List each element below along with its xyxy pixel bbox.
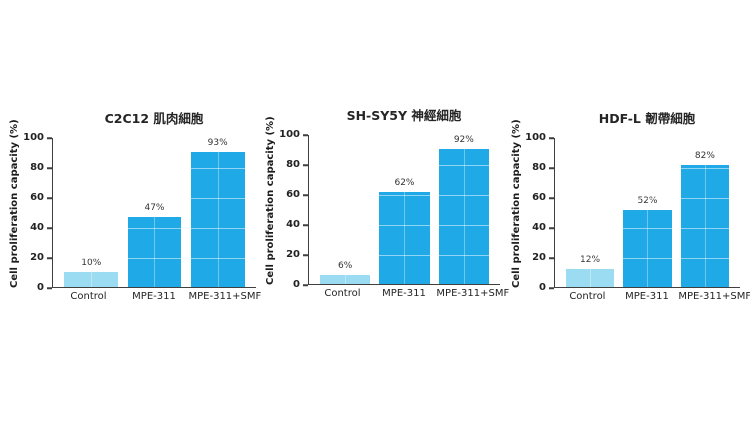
- plot-area: 10% 47% 93%: [52, 138, 256, 288]
- y-axis-label: Cell proliferation capacity (%): [9, 119, 20, 288]
- y-tick-label-20: 20: [30, 252, 44, 263]
- y-tick-label-0: 0: [293, 279, 300, 290]
- bar-group-control: 10%: [64, 138, 119, 287]
- y-tick-label-60: 60: [30, 192, 44, 203]
- y-tick-mark: [549, 137, 554, 139]
- y-tick-label-20: 20: [286, 249, 300, 260]
- x-tick-label-mpe311-smf: MPE-311+SMF: [188, 291, 262, 302]
- bar-control: [319, 275, 371, 284]
- bar-mpe311: [127, 216, 182, 288]
- chart-shsy5y: SH-SY5Y 神經細胞 Cell proliferation capacity…: [264, 101, 510, 299]
- bar-mpe311-smf: [190, 152, 245, 287]
- x-tick-label-control: Control: [569, 291, 606, 302]
- bar-group-mpe311: 52%: [623, 138, 672, 288]
- y-tick-label-80: 80: [532, 162, 546, 173]
- bar-mpe311: [623, 209, 672, 288]
- x-tick-label-control: Control: [70, 291, 107, 302]
- bar-group-mpe311-smf: 93%: [190, 138, 245, 287]
- y-tick-label-40: 40: [532, 222, 546, 233]
- x-tick-label-mpe311: MPE-311: [382, 288, 426, 299]
- chart-c2c12: C2C12 肌肉細胞 Cell proliferation capacity (…: [8, 104, 262, 302]
- y-tick-mark: [303, 194, 308, 196]
- y-tick-mark: [549, 197, 554, 199]
- y-axis: 100 80 60 40 20 0: [23, 133, 52, 293]
- y-tick-label-100: 100: [23, 132, 44, 143]
- x-tick-label-control: Control: [324, 288, 361, 299]
- y-tick-mark: [47, 227, 52, 229]
- value-label: 92%: [453, 135, 474, 145]
- plot-area: 6% 62% 92%: [308, 135, 500, 285]
- y-tick-label-100: 100: [279, 129, 300, 140]
- y-tick-mark: [303, 134, 308, 136]
- y-tick-label-40: 40: [30, 222, 44, 233]
- y-axis-label: Cell proliferation capacity (%): [265, 116, 276, 285]
- y-tick-label-40: 40: [286, 219, 300, 230]
- value-label: 47%: [144, 202, 165, 213]
- y-tick-mark: [47, 137, 52, 139]
- value-label: 6%: [337, 261, 353, 272]
- x-axis-labels: Control MPE-311 MPE-311+SMF: [52, 291, 262, 302]
- y-tick-label-60: 60: [286, 189, 300, 200]
- value-label: 62%: [394, 177, 415, 188]
- bar-mpe311-smf: [438, 149, 490, 284]
- y-tick-mark: [47, 257, 52, 259]
- x-tick-label-mpe311: MPE-311: [625, 291, 669, 302]
- y-tick-label-0: 0: [539, 282, 546, 293]
- y-tick-label-60: 60: [532, 192, 546, 203]
- plot-area: 12% 52% 82%: [554, 138, 740, 288]
- y-tick-mark: [303, 164, 308, 166]
- y-tick-label-0: 0: [37, 282, 44, 293]
- bar-group-mpe311: 47%: [127, 138, 182, 288]
- x-axis-labels: Control MPE-311 MPE-311+SMF: [554, 291, 750, 302]
- bar-control: [565, 269, 615, 287]
- chart-title: SH-SY5Y 神經細胞: [346, 108, 462, 123]
- y-tick-mark: [303, 254, 308, 256]
- value-label: 52%: [637, 195, 658, 206]
- value-label: 82%: [694, 150, 715, 161]
- bar-mpe311-smf: [680, 164, 730, 288]
- y-tick-mark: [47, 167, 52, 169]
- value-label: 12%: [580, 255, 601, 266]
- y-axis: 100 80 60 40 20 0: [525, 133, 554, 293]
- x-axis-labels: Control MPE-311 MPE-311+SMF: [308, 288, 510, 299]
- y-tick-mark: [303, 284, 308, 286]
- y-tick-label-80: 80: [30, 162, 44, 173]
- y-tick-mark: [47, 197, 52, 199]
- value-label: 10%: [81, 258, 102, 269]
- x-tick-label-mpe311-smf: MPE-311+SMF: [678, 291, 750, 302]
- y-tick-label-80: 80: [286, 159, 300, 170]
- bar-group-mpe311-smf: 92%: [438, 135, 490, 284]
- x-tick-label-mpe311: MPE-311: [132, 291, 176, 302]
- y-axis-label: Cell proliferation capacity (%): [511, 119, 522, 288]
- bar-group-mpe311-smf: 82%: [680, 138, 730, 288]
- bar-group-control: 6%: [319, 135, 371, 284]
- y-tick-mark: [549, 257, 554, 259]
- bar-control: [64, 272, 119, 287]
- chart-hdfl: HDF-L 韌帶細胞 Cell proliferation capacity (…: [510, 104, 750, 302]
- bar-group-mpe311: 62%: [379, 135, 430, 285]
- y-tick-mark: [303, 224, 308, 226]
- bar-mpe311: [379, 191, 430, 285]
- value-label: 93%: [207, 138, 228, 148]
- chart-title: C2C12 肌肉細胞: [104, 111, 204, 126]
- y-tick-mark: [47, 287, 52, 289]
- y-tick-label-20: 20: [532, 252, 546, 263]
- chart-title: HDF-L 韌帶細胞: [598, 111, 696, 126]
- bar-group-control: 12%: [565, 138, 615, 287]
- y-axis: 100 80 60 40 20 0: [279, 130, 308, 290]
- y-tick-mark: [549, 287, 554, 289]
- y-tick-mark: [549, 227, 554, 229]
- y-tick-mark: [549, 167, 554, 169]
- y-tick-label-100: 100: [525, 132, 546, 143]
- x-tick-label-mpe311-smf: MPE-311+SMF: [436, 288, 510, 299]
